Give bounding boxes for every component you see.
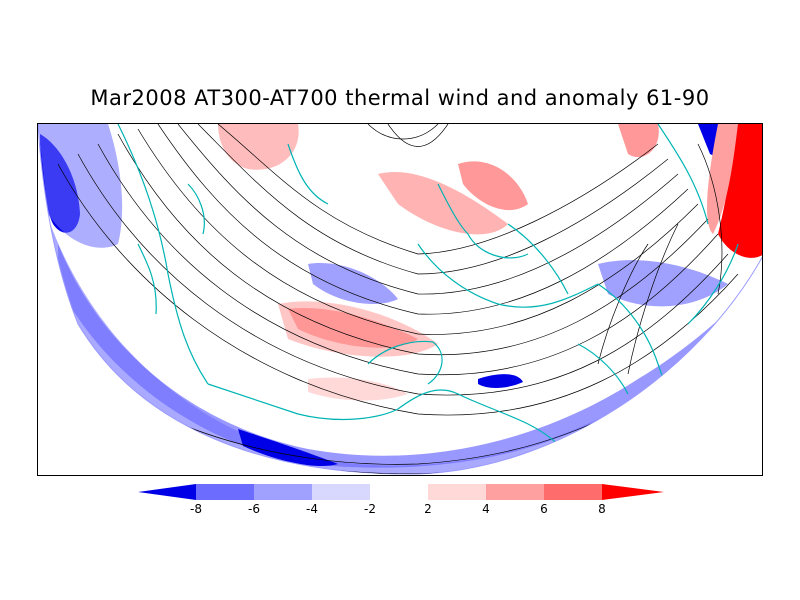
map-panel [37, 123, 763, 476]
colorbar-swatch-neutral [370, 484, 428, 500]
colorbar-swatch-pos-mid1 [486, 484, 544, 500]
colorbar-tick-label: 8 [598, 502, 606, 516]
map-title: Mar2008 AT300-AT700 thermal wind and ano… [90, 86, 710, 110]
thermal-wind-streamlines [38, 124, 762, 475]
colorbar-swatch-pos-mid2 [544, 484, 602, 500]
colorbar-swatch-pos-strong [602, 484, 664, 500]
colorbar-swatch-pos-light [428, 484, 486, 500]
colorbar-tick-label: 6 [540, 502, 548, 516]
colorbar-swatch-neg-strong [138, 484, 196, 500]
colorbar-tick-label: 2 [424, 502, 432, 516]
colorbar-swatch-neg-mid1 [254, 484, 312, 500]
hemisphere-edge [38, 124, 762, 475]
colorbar-tick-label: -8 [190, 502, 202, 516]
colorbar-tick-label: -2 [364, 502, 376, 516]
colorbar-tick-label: -4 [306, 502, 318, 516]
hemisphere-area [38, 124, 762, 475]
colorbar [138, 484, 664, 500]
map-plot [38, 124, 762, 475]
colorbar-swatch-neg-mid2 [196, 484, 254, 500]
colorbar-tick-label: 4 [482, 502, 490, 516]
coastlines [117, 124, 739, 455]
colorbar-swatch-neg-light [312, 484, 370, 500]
colorbar-tick-label: -6 [248, 502, 260, 516]
